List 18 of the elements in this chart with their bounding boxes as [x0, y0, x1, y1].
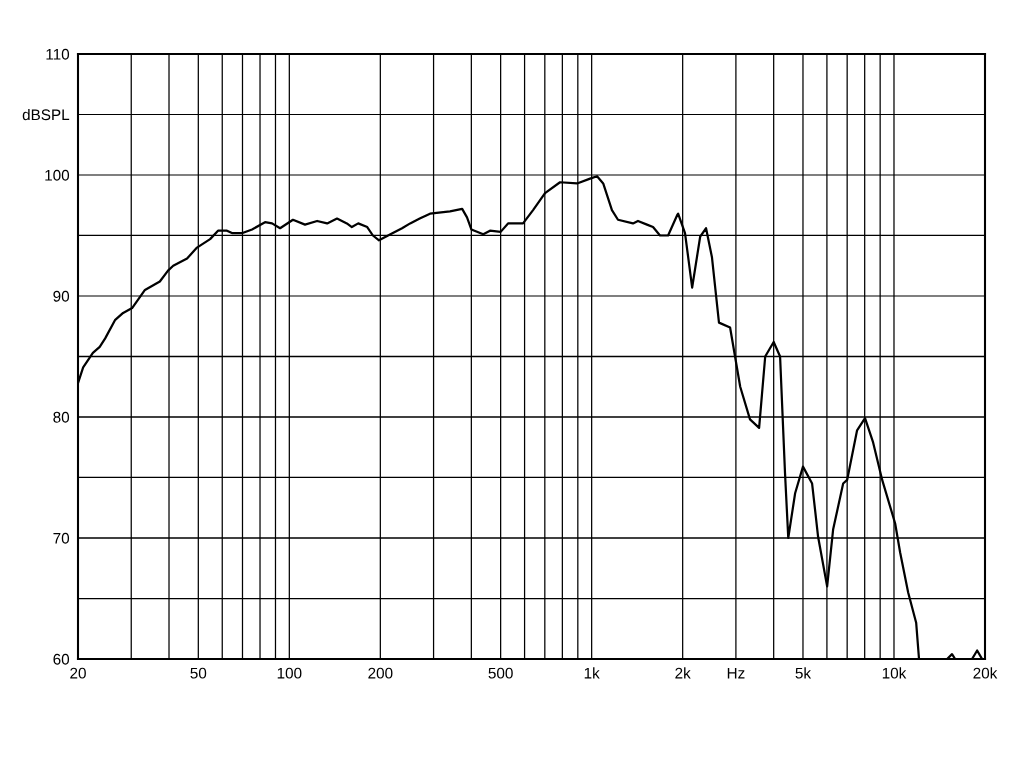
x-tick-label: 500: [488, 667, 513, 679]
y-tick-label: 100: [45, 169, 70, 181]
y-tick-label: dBSPL: [22, 108, 70, 121]
y-tick-label: 60: [53, 653, 70, 665]
x-tick-label: 200: [368, 667, 393, 679]
x-tick-label: 10k: [882, 667, 907, 679]
x-tick-label: 100: [277, 667, 302, 679]
x-tick-label: 5k: [795, 667, 812, 679]
y-tick-label: 70: [53, 532, 70, 544]
y-tick-label: 90: [53, 290, 70, 302]
y-tick-label: 80: [53, 411, 70, 423]
y-tick-label: 110: [46, 48, 70, 60]
x-tick-label: 1k: [584, 667, 600, 679]
x-tick-label: 20k: [973, 667, 998, 679]
x-tick-label: Hz: [727, 667, 745, 679]
x-tick-label: 50: [190, 667, 207, 679]
x-tick-label: 2k: [675, 667, 691, 679]
x-tick-label: 20: [70, 667, 86, 679]
